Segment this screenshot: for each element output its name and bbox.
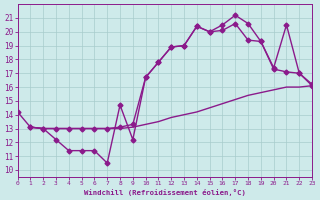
X-axis label: Windchill (Refroidissement éolien,°C): Windchill (Refroidissement éolien,°C) xyxy=(84,189,246,196)
